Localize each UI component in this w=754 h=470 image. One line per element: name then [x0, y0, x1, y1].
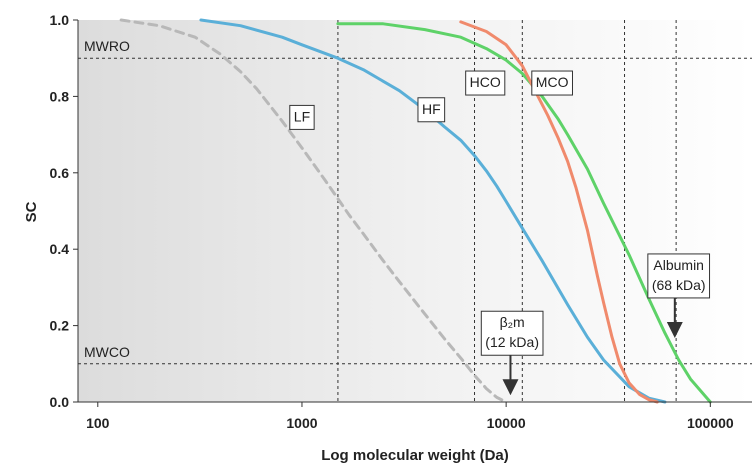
y-tick-label: 0.4 [50, 241, 70, 257]
x-tick-label: 100 [86, 415, 110, 431]
x-axis-title: Log molecular weight (Da) [321, 447, 509, 464]
x-tick-label: 1000 [286, 415, 317, 431]
annotation-text: HCO [470, 74, 501, 90]
annotation-text: (68 kDa) [652, 277, 706, 293]
series-line-hf [199, 18, 667, 404]
y-tick-label: 1.0 [50, 12, 70, 28]
annotation-box [480, 310, 544, 356]
annotation-mco: MCO [531, 70, 573, 96]
annotation-box [531, 70, 573, 96]
annotation-text: (12 kDa) [485, 334, 539, 350]
series-line-mco [459, 20, 659, 404]
annotation-text: MCO [536, 74, 569, 90]
ref-label-mwro: MWRO [84, 38, 130, 54]
x-tick-label: 10000 [487, 415, 526, 431]
annotation-text: LF [294, 108, 310, 124]
annotation-hf: HF [417, 97, 446, 123]
annotation-box [417, 97, 446, 123]
ref-label-mwco: MWCO [84, 344, 130, 360]
annotation-m: β₂m (12 kDa) [480, 310, 544, 396]
annotation-hco: HCO [465, 70, 506, 96]
axis-layer: 0.0 0.2 0.4 0.6 0.8 1.0 100 1000 10000 100000 Log … [23, 12, 752, 464]
annotation-box [647, 253, 711, 299]
y-tick-label: 0.2 [50, 318, 70, 334]
annotation-box [465, 70, 506, 96]
y-tick-label: 0.6 [50, 165, 70, 181]
y-tick-label: 0.8 [50, 88, 70, 104]
x-tick-label: 100000 [687, 415, 734, 431]
y-axis-title: SC [23, 201, 40, 222]
annotation-box [289, 104, 315, 130]
annotation-lf: LF [289, 104, 315, 130]
annotation-text: HF [422, 101, 441, 117]
annotation-text: Albumin [653, 257, 704, 273]
annotation-layer: LF HF HCO MCO β₂m (12 kDa) Albumin (68 kDa) [289, 70, 711, 396]
annotation-text: β₂m [500, 314, 525, 330]
series-line-lf [119, 18, 508, 404]
y-tick-label: 0.0 [50, 394, 70, 410]
annotation-albumin: Albumin (68 kDa) [647, 253, 711, 338]
plot-background [78, 20, 752, 402]
